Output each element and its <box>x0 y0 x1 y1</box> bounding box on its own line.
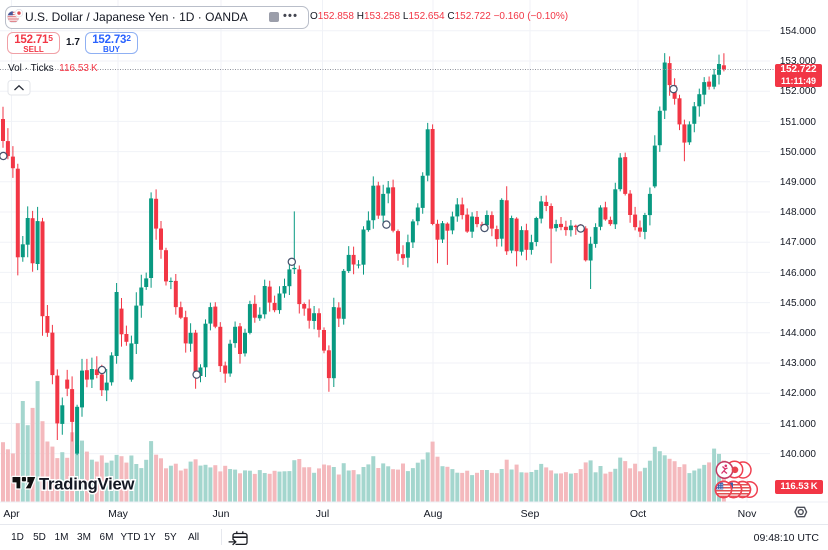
svg-text:TradingView: TradingView <box>39 474 135 493</box>
